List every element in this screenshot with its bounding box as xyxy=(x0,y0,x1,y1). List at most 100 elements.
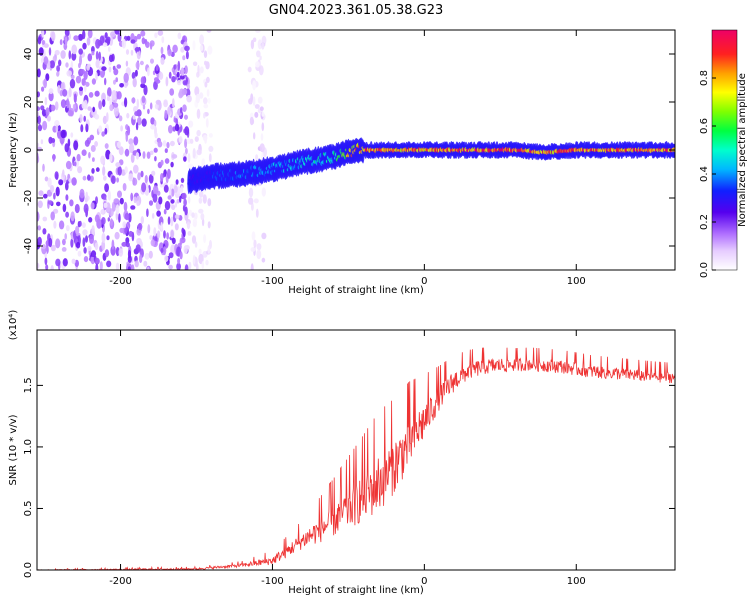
spectrogram-noise-blob xyxy=(259,143,265,153)
spectrogram-noise-blob xyxy=(100,155,106,165)
colorbar-tick-label: 0.8 xyxy=(699,70,710,86)
spectrogram-noise-blob xyxy=(189,209,192,216)
spectrogram-noise-blob xyxy=(184,138,188,149)
spectrogram-noise-blob xyxy=(198,248,202,255)
colorbar-tick-label: 0.4 xyxy=(699,166,710,182)
spectrogram-noise-blob xyxy=(55,124,59,133)
spectrogram-noise-blob xyxy=(44,96,48,106)
spectrogram-noise-blob xyxy=(203,112,206,119)
spectrogram-noise-blob xyxy=(59,39,63,46)
spectrogram-marks xyxy=(37,30,675,270)
figure-title: GN04.2023.361.05.38.G23 xyxy=(269,3,444,18)
spectrogram-noise-blob xyxy=(113,68,119,76)
spectrogram-noise-blob xyxy=(94,141,98,147)
spectrogram-noise-blob xyxy=(164,158,170,164)
spectrogram-noise-blob xyxy=(191,235,197,244)
spectrogram-noise-blob xyxy=(188,120,194,128)
spectrogram-noise-blob xyxy=(122,183,127,191)
spectrogram-noise-blob xyxy=(207,245,211,254)
spectrogram-noise-blob xyxy=(175,179,179,185)
spectrogram-noise-blob xyxy=(167,195,172,200)
spectrogram-noise-blob xyxy=(71,258,76,264)
spectrogram-noise-blob xyxy=(64,36,68,47)
spectrogram-noise-blob xyxy=(188,196,191,204)
spectrogram-noise-blob xyxy=(161,36,165,44)
spectrogram-noise-blob xyxy=(95,167,100,172)
spectrogram-noise-blob xyxy=(176,79,182,86)
snr-y-tick-label: 0.5 xyxy=(23,501,34,517)
colorbar-gradient xyxy=(711,29,738,271)
spectrogram-noise-blob xyxy=(207,198,212,207)
spectrogram-noise-blob xyxy=(135,61,140,70)
spectrogram-noise-blob xyxy=(45,73,50,81)
spectrogram-noise-blob xyxy=(95,71,98,81)
spectrogram-noise-blob xyxy=(203,50,208,58)
spectrogram-noise-blob xyxy=(194,136,199,143)
snr-x-tick-label: -200 xyxy=(109,576,132,587)
spectrogram-noise-blob xyxy=(37,225,41,231)
spectrogram-noise-blob xyxy=(192,148,196,159)
spectrogram-noise-blob xyxy=(187,84,191,90)
spectrogram-noise-blob xyxy=(174,123,180,132)
spectrogram-noise-blob xyxy=(253,239,257,248)
spectrogram-noise-blob xyxy=(111,175,116,184)
spectrogram-x-tick-label: -100 xyxy=(261,276,284,287)
spectrogram-noise-blob xyxy=(253,132,256,140)
spectrogram-noise-blob xyxy=(43,43,49,48)
spectrogram-noise-blob xyxy=(198,208,204,214)
spectrogram-noise-blob xyxy=(99,261,103,270)
spectrogram-noise-blob xyxy=(188,261,192,270)
spectrogram-y-tick-label: 40 xyxy=(23,48,34,61)
snr-x-tick-label: 0 xyxy=(421,576,427,587)
spectrogram-noise-blob xyxy=(165,76,169,87)
spectrogram-noise-blob xyxy=(60,99,67,109)
spectrogram-noise-blob xyxy=(124,212,130,221)
spectrogram-noise-blob xyxy=(194,86,200,96)
spectrogram-noise-blob xyxy=(49,60,55,69)
spectrogram-noise-blob xyxy=(86,37,91,46)
spectrogram-noise-blob xyxy=(45,107,50,116)
snr-x-tick-label: -100 xyxy=(261,576,284,587)
spectrogram-noise-blob xyxy=(130,39,136,44)
spectrogram-y-ticks: -40 -20 0 20 40 xyxy=(23,48,675,254)
spectrogram-noise-blob xyxy=(83,71,88,80)
spectrogram-noise-blob xyxy=(153,147,158,153)
spectrogram-noise-blob xyxy=(154,32,158,39)
spectrogram-noise-blob xyxy=(92,157,95,162)
spectrogram-noise-blob xyxy=(119,227,125,234)
spectrogram-noise-blob xyxy=(124,166,128,174)
spectrogram-noise-blob xyxy=(50,104,56,112)
spectrogram-noise-blob xyxy=(183,245,188,254)
spectrogram-noise-blob xyxy=(251,231,256,241)
spectrogram-noise-blob xyxy=(69,78,76,89)
spectrogram-noise-blob xyxy=(37,211,40,222)
spectrogram-noise-blob xyxy=(133,106,138,113)
spectrogram-noise-blob xyxy=(202,194,207,204)
spectrogram-noise-blob xyxy=(181,88,188,96)
spectrogram-noise-blob xyxy=(69,199,74,207)
spectrogram-noise-blob xyxy=(114,231,120,240)
spectrogram-noise-blob xyxy=(54,49,60,56)
spectrogram-noise-blob xyxy=(82,237,86,248)
spectrogram-noise-blob xyxy=(174,201,178,208)
spectrogram-noise-blob xyxy=(129,143,135,154)
spectrogram-noise-blob xyxy=(148,250,153,259)
spectrogram-noise-blob xyxy=(140,216,144,225)
spectrogram-noise-blob xyxy=(48,136,53,144)
spectrogram-noise-blob xyxy=(140,30,146,37)
spectrogram-noise-blob xyxy=(128,138,134,145)
spectrogram-noise-blob xyxy=(102,166,106,176)
spectrogram-noise-blob xyxy=(158,196,163,205)
spectrogram-noise-blob xyxy=(48,91,54,102)
spectrogram-noise-blob xyxy=(110,31,116,38)
spectrogram-noise-blob xyxy=(128,173,134,182)
spectrogram-noise-blob xyxy=(150,117,155,125)
spectrogram-noise-blob xyxy=(65,211,69,218)
spectrogram-noise-blob xyxy=(163,230,166,239)
spectrogram-noise-blob xyxy=(206,76,210,83)
spectrogram-noise-blob xyxy=(160,221,163,231)
spectrogram-noise-blob xyxy=(130,49,134,56)
spectrogram-noise-blob xyxy=(127,125,131,136)
spectrogram-noise-blob xyxy=(71,44,77,55)
spectrogram-noise-blob xyxy=(98,51,101,61)
